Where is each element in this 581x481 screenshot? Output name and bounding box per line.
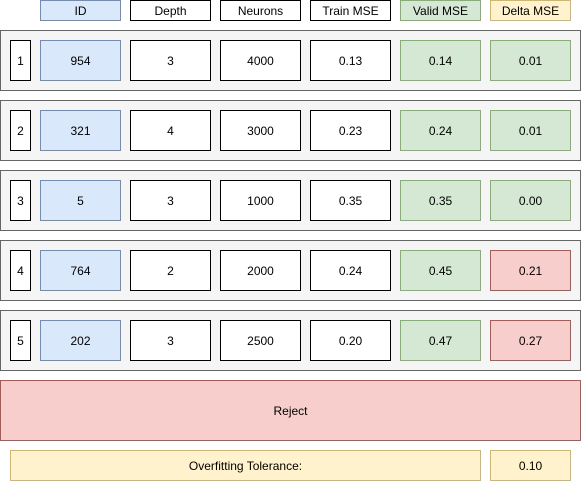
valid-mse-cell: 0.35 [400, 180, 481, 221]
row-index: 1 [10, 40, 31, 81]
row-index: 3 [10, 180, 31, 221]
train-mse-cell: 0.23 [310, 110, 391, 151]
neurons-cell: 1000 [220, 180, 301, 221]
table-row: 5 202 3 2500 0.20 0.47 0.27 [0, 310, 581, 371]
depth-cell: 4 [130, 110, 211, 151]
neurons-cell: 2000 [220, 250, 301, 291]
depth-cell: 3 [130, 40, 211, 81]
delta-mse-cell: 0.27 [490, 320, 571, 361]
depth-cell: 2 [130, 250, 211, 291]
valid-mse-cell: 0.14 [400, 40, 481, 81]
id-cell: 954 [40, 40, 121, 81]
depth-cell: 3 [130, 180, 211, 221]
header-depth: Depth [130, 0, 211, 21]
reject-box: Reject [0, 380, 581, 441]
tolerance-label: Overfitting Tolerance: [10, 450, 481, 481]
valid-mse-cell: 0.47 [400, 320, 481, 361]
valid-mse-cell: 0.24 [400, 110, 481, 151]
header-train-mse: Train MSE [310, 0, 391, 21]
depth-cell: 3 [130, 320, 211, 361]
delta-mse-cell: 0.00 [490, 180, 571, 221]
header-id: ID [40, 0, 121, 21]
id-cell: 764 [40, 250, 121, 291]
row-index: 2 [10, 110, 31, 151]
id-cell: 202 [40, 320, 121, 361]
tolerance-value: 0.10 [490, 450, 571, 481]
neurons-cell: 2500 [220, 320, 301, 361]
train-mse-cell: 0.24 [310, 250, 391, 291]
table-row: 3 5 3 1000 0.35 0.35 0.00 [0, 170, 581, 231]
train-mse-cell: 0.13 [310, 40, 391, 81]
neurons-cell: 4000 [220, 40, 301, 81]
header-valid-mse: Valid MSE [400, 0, 481, 21]
table-row: 4 764 2 2000 0.24 0.45 0.21 [0, 240, 581, 301]
id-cell: 321 [40, 110, 121, 151]
header-delta-mse: Delta MSE [490, 0, 571, 21]
delta-mse-cell: 0.01 [490, 110, 571, 151]
table-row: 1 954 3 4000 0.13 0.14 0.01 [0, 30, 581, 91]
neurons-cell: 3000 [220, 110, 301, 151]
train-mse-cell: 0.35 [310, 180, 391, 221]
table-row: 2 321 4 3000 0.23 0.24 0.01 [0, 100, 581, 161]
train-mse-cell: 0.20 [310, 320, 391, 361]
header-neurons: Neurons [220, 0, 301, 21]
delta-mse-cell: 0.01 [490, 40, 571, 81]
id-cell: 5 [40, 180, 121, 221]
row-index: 4 [10, 250, 31, 291]
delta-mse-cell: 0.21 [490, 250, 571, 291]
row-index: 5 [10, 320, 31, 361]
valid-mse-cell: 0.45 [400, 250, 481, 291]
